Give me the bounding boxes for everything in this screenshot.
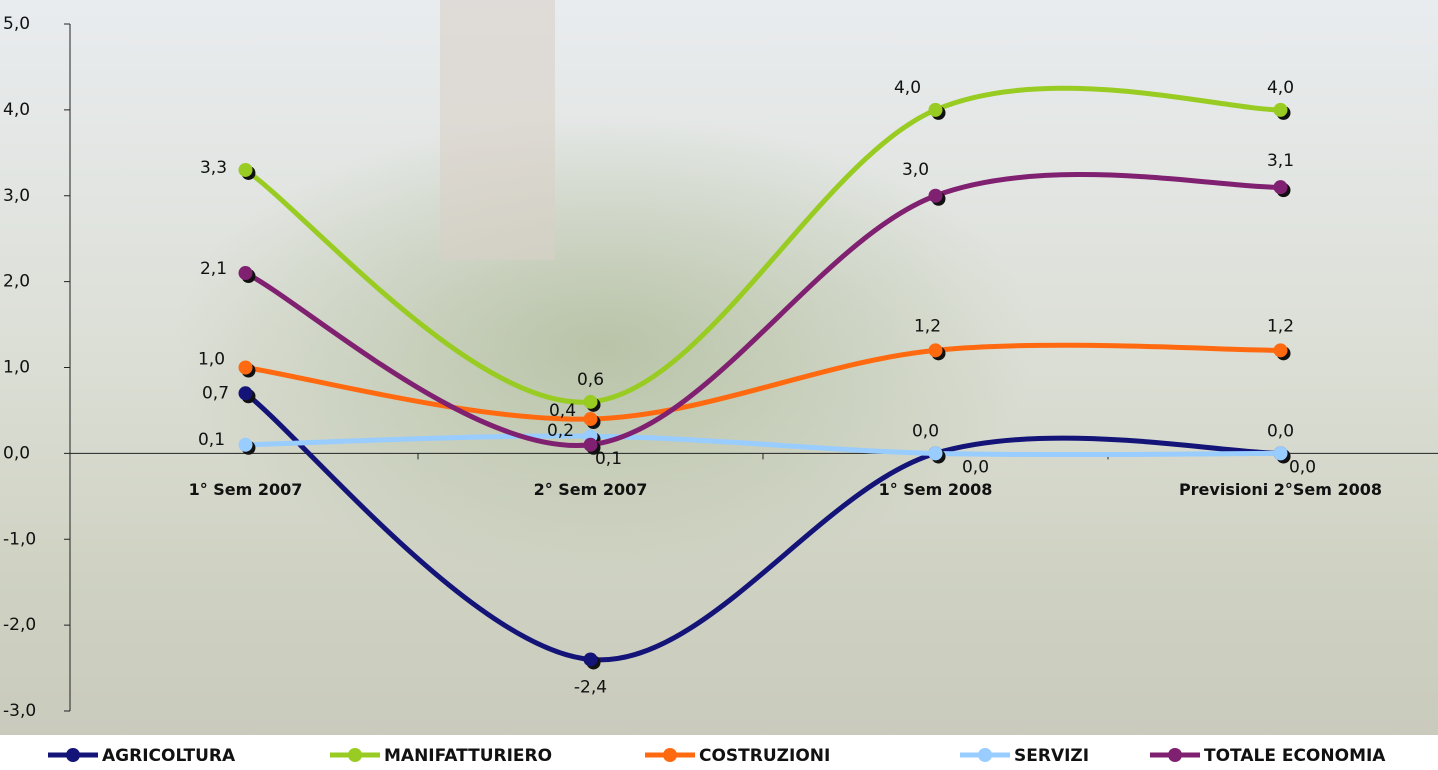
data-label: 0,0 [1289,457,1316,477]
data-label: -2,4 [574,677,607,697]
data-label: 0,0 [962,457,989,477]
y-tick-label: -1,0 [3,529,36,549]
data-label: 0,7 [202,383,229,403]
data-point [238,266,253,281]
data-label: 0,0 [1267,421,1294,441]
data-point [928,446,943,461]
data-point [583,394,598,409]
y-tick-label: -2,0 [3,615,36,635]
y-tick-label: -3,0 [3,701,36,721]
y-tick-label: 0,0 [3,443,30,463]
x-tick-label: 2° Sem 2007 [534,480,648,499]
data-point [1273,180,1288,195]
data-point [1273,446,1288,461]
data-label: 0,4 [549,401,576,421]
legend-marker [1168,748,1182,762]
legend: AGRICOLTURA MANIFATTURIERO COSTRUZIONI SERV… [48,746,1386,766]
series-line [243,433,1283,458]
y-tick-label: 1,0 [3,358,30,378]
legend-marker [66,748,80,762]
data-label: 0,1 [595,449,622,469]
data-point [238,360,253,375]
data-point [928,102,943,117]
legend-marker [978,748,992,762]
data-label: 2,1 [200,259,227,279]
data-point [928,188,943,203]
legend-label: AGRICOLTURA [102,746,236,766]
legend-label: MANIFATTURIERO [384,746,552,766]
data-label: 0,0 [912,421,939,441]
data-point [238,162,253,177]
y-tick-label: 3,0 [3,186,30,206]
x-tick-label: 1° Sem 2007 [189,480,303,499]
background-tower [440,0,555,260]
data-point [583,412,598,427]
series-line [243,390,1283,663]
x-tick-label: 1° Sem 2008 [879,480,993,499]
x-tick-label: Previsioni 2°Sem 2008 [1179,480,1382,499]
data-label: 3,1 [1267,151,1294,171]
data-label: 3,3 [200,158,227,178]
data-label: 0,6 [577,370,604,390]
plot-area: -3,0 -2,0 -1,0 0,0 1,0 2,0 3,0 4,0 5,0 1° Sem 200… [3,14,1438,721]
legend-label: COSTRUZIONI [699,746,830,766]
data-point [1273,343,1288,358]
data-point [583,437,598,452]
y-tick-label: 2,0 [3,272,30,292]
data-point [238,386,253,401]
data-label: 4,0 [894,78,921,98]
data-label: 0,2 [547,421,574,441]
data-label: 1,2 [1267,316,1294,336]
data-point [583,652,598,667]
data-label: 1,0 [198,350,225,370]
series-line [243,172,1283,449]
data-label: 4,0 [1267,78,1294,98]
series-line [243,342,1283,422]
legend-label: SERVIZI [1014,746,1089,766]
data-point [928,343,943,358]
y-tick-label: 5,0 [3,14,30,34]
data-label: 3,0 [902,160,929,180]
data-label: 1,2 [914,316,941,336]
data-point [238,437,253,452]
y-tick-label: 4,0 [3,100,30,120]
data-point [1273,102,1288,117]
legend-marker [663,748,677,762]
legend-label: TOTALE ECONOMIA [1204,746,1386,766]
series-line [243,85,1283,405]
legend-marker [348,748,362,762]
data-label: 0,1 [198,430,225,450]
